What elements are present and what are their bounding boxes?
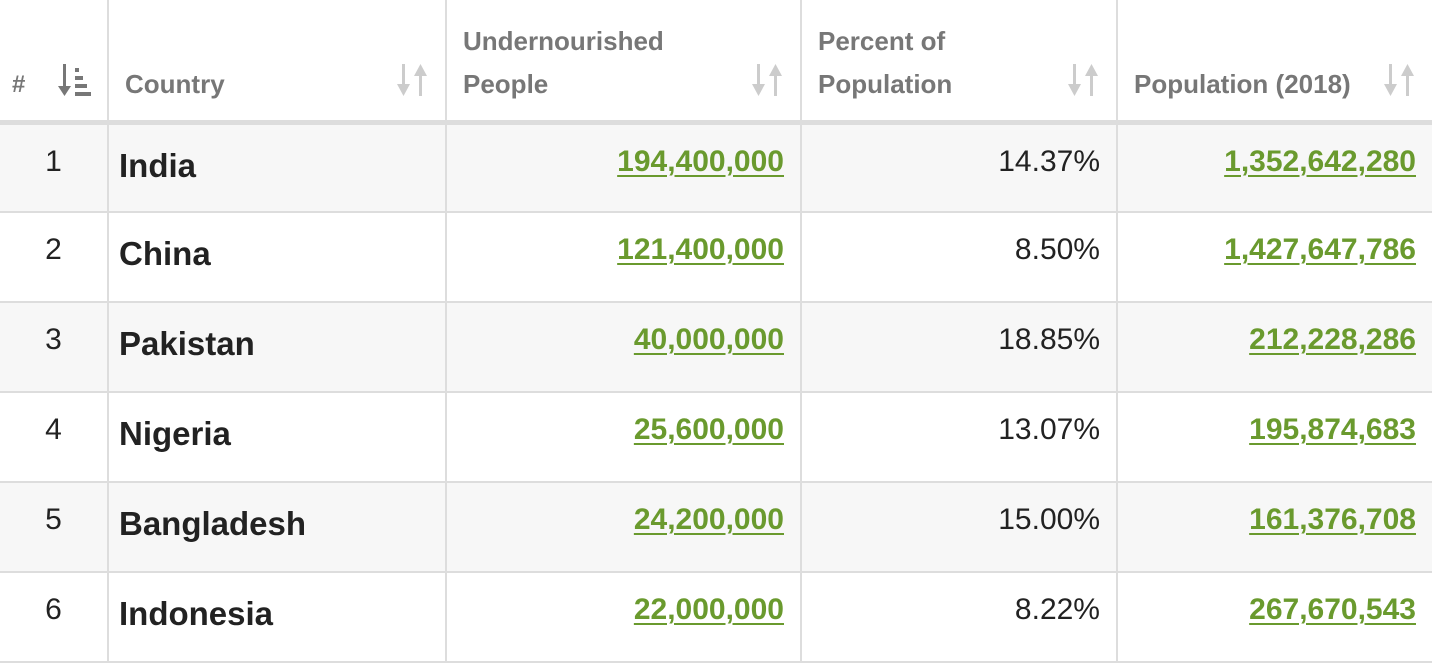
population-link[interactable]: 161,376,708: [1249, 503, 1416, 536]
table-row: 6 Indonesia 22,000,000 8.22% 267,670,543: [0, 572, 1432, 663]
undernourished-link[interactable]: 22,000,000: [633, 593, 784, 626]
country-cell: Bangladesh: [107, 482, 446, 573]
country-cell: Indonesia: [107, 572, 446, 663]
percent-cell: 8.50%: [800, 212, 1117, 303]
rank-cell: 1: [0, 122, 108, 213]
table-row: 5 Bangladesh 24,200,000 15.00% 161,376,7…: [0, 482, 1432, 573]
population-cell: 1,352,642,280: [1116, 122, 1432, 213]
undernourished-cell: 194,400,000: [445, 122, 801, 213]
percent-cell: 15.00%: [800, 482, 1117, 573]
population-cell: 1,427,647,786: [1116, 212, 1432, 303]
population-cell: 161,376,708: [1116, 482, 1432, 573]
header-population-label: Population (2018): [1134, 68, 1351, 99]
header-country[interactable]: Country: [107, 0, 446, 125]
country-cell: Nigeria: [107, 392, 446, 483]
table-row: 2 China 121,400,000 8.50% 1,427,647,786: [0, 212, 1432, 303]
undernourished-cell: 22,000,000: [445, 572, 801, 663]
population-link[interactable]: 212,228,286: [1249, 323, 1416, 356]
rank-cell: 2: [0, 212, 108, 303]
header-country-label: Country: [125, 68, 225, 99]
rank-cell: 4: [0, 392, 108, 483]
undernourished-link[interactable]: 121,400,000: [617, 233, 784, 266]
header-percent-label: Percent of Population: [818, 25, 953, 99]
undernourished-cell: 25,600,000: [445, 392, 801, 483]
population-cell: 212,228,286: [1116, 302, 1432, 393]
header-rank[interactable]: #: [0, 0, 108, 125]
undernourished-link[interactable]: 25,600,000: [633, 413, 784, 446]
population-link[interactable]: 267,670,543: [1249, 593, 1416, 626]
table-row: 1 India 194,400,000 14.37% 1,352,642,280: [0, 122, 1432, 213]
table-row: 4 Nigeria 25,600,000 13.07% 195,874,683: [0, 392, 1432, 483]
rank-cell: 5: [0, 482, 108, 573]
table-header: # Country: [0, 0, 1432, 125]
header-population[interactable]: Population (2018): [1116, 0, 1432, 125]
undernourished-cell: 24,200,000: [445, 482, 801, 573]
undernourished-cell: 40,000,000: [445, 302, 801, 393]
undernourished-link[interactable]: 40,000,000: [633, 323, 784, 356]
rank-cell: 6: [0, 572, 108, 663]
sort-both-icon[interactable]: [1066, 62, 1100, 98]
country-cell: Pakistan: [107, 302, 446, 393]
population-link[interactable]: 195,874,683: [1249, 413, 1416, 446]
undernourished-link[interactable]: 24,200,000: [633, 503, 784, 536]
header-undernourished-label: Undernourished People: [463, 25, 664, 99]
country-cell: China: [107, 212, 446, 303]
rank-cell: 3: [0, 302, 108, 393]
table-row: 3 Pakistan 40,000,000 18.85% 212,228,286: [0, 302, 1432, 393]
population-cell: 267,670,543: [1116, 572, 1432, 663]
undernourished-cell: 121,400,000: [445, 212, 801, 303]
undernourished-link[interactable]: 194,400,000: [617, 144, 784, 178]
sort-both-icon[interactable]: [395, 62, 429, 98]
sort-both-icon[interactable]: [750, 62, 784, 98]
percent-cell: 14.37%: [800, 122, 1117, 213]
header-percent[interactable]: Percent of Population: [800, 0, 1117, 125]
percent-cell: 18.85%: [800, 302, 1117, 393]
header-undernourished[interactable]: Undernourished People: [445, 0, 801, 125]
header-rank-label: #: [12, 70, 26, 98]
percent-cell: 8.22%: [800, 572, 1117, 663]
country-cell: India: [107, 122, 446, 213]
sort-both-icon[interactable]: [1382, 62, 1416, 98]
population-link[interactable]: 1,352,642,280: [1224, 144, 1416, 178]
sort-descending-icon[interactable]: [57, 62, 91, 98]
table-body: 1 India 194,400,000 14.37% 1,352,642,280…: [0, 122, 1432, 663]
percent-cell: 13.07%: [800, 392, 1117, 483]
population-link[interactable]: 1,427,647,786: [1224, 233, 1416, 266]
population-cell: 195,874,683: [1116, 392, 1432, 483]
